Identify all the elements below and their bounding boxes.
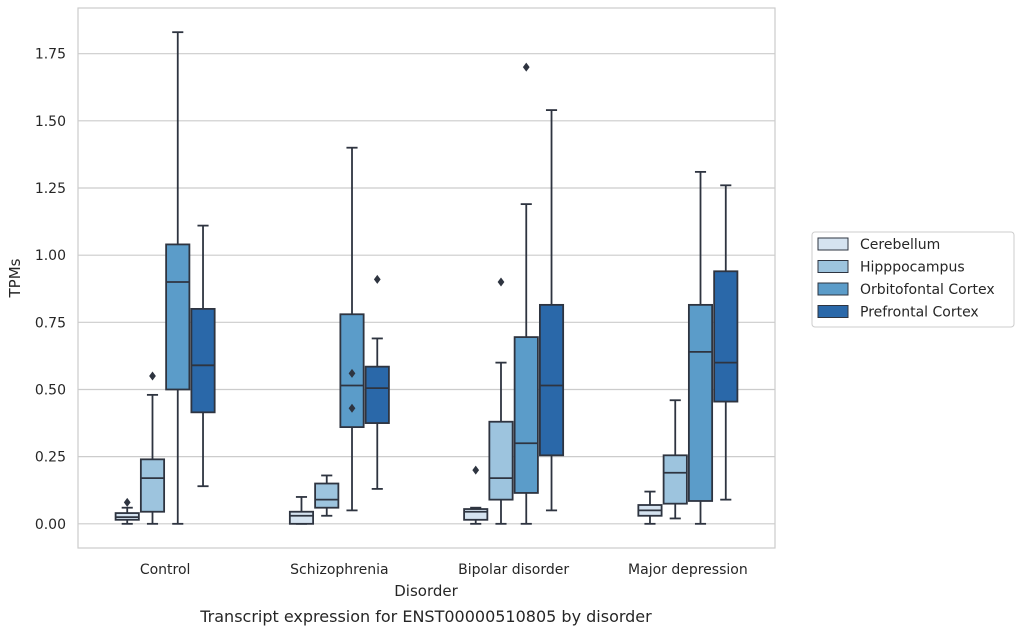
chart-caption: Transcript expression for ENST0000051080… [199,607,652,626]
y-tick-label-7: 1.75 [35,47,66,63]
y-tick-label-0: 0.00 [35,517,66,533]
box-body [687,303,714,502]
outlier-point-0 [522,62,530,72]
outlier-point-1 [348,403,356,413]
y-tick-label-4: 1.00 [35,248,66,264]
box-body [314,482,340,509]
x-tick-labels: Control Schizophrenia Bipolar disorder Majo… [140,562,748,578]
y-axis-label: TPMs [6,258,24,298]
y-tick-label-3: 0.75 [35,315,66,331]
box-1-0 [288,496,315,525]
box-body [364,365,390,424]
x-tick-label-0: Control [140,562,191,578]
box-body [190,307,216,414]
legend-label-2: Orbitofontal Cortex [860,282,995,298]
box-body [463,508,489,521]
box-3-0 [637,490,663,525]
box-0-0 [114,497,140,525]
x-tick-label-3: Major depression [628,562,748,578]
y-tick-label-2: 0.50 [35,382,66,398]
boxes-layer [114,31,739,525]
box-2-0 [463,465,489,525]
outlier-point-0 [373,274,381,284]
legend-label-3: Prefrontal Cortex [860,305,979,321]
box-body [165,243,191,391]
legend-items: Cerebellum Hipppocampus Orbitofontal Corte… [817,237,995,321]
x-tick-label-1: Schizophrenia [290,562,388,578]
y-tick-labels: 0.00 0.25 0.50 0.75 1.00 1.25 1.50 1.75 [35,47,66,533]
box-2-2 [513,62,539,525]
box-body [662,454,688,505]
legend-swatch-3 [817,305,849,318]
box-body [513,336,539,494]
box-2-3 [538,109,565,512]
box-body [538,303,565,457]
box-0-1 [139,371,166,525]
box-3-3 [713,184,739,501]
box-0-3 [190,224,216,488]
legend: Cerebellum Hipppocampus Orbitofontal Corte… [811,231,1015,328]
box-body [288,510,315,525]
box-body [713,270,739,403]
box-3-2 [687,170,714,525]
legend-label-1: Hipppocampus [860,260,965,276]
box-2-1 [488,277,514,525]
box-1-2 [339,146,365,512]
y-tick-label-1: 0.25 [35,450,66,466]
legend-label-0: Cerebellum [860,237,940,253]
x-tick-label-2: Bipolar disorder [458,562,569,578]
outlier-point-0 [149,371,156,381]
plot-frame [77,7,776,549]
y-tick-label-5: 1.25 [35,181,66,197]
legend-swatch-2 [817,282,849,296]
legend-frame [811,231,1015,328]
box-1-3 [364,274,390,490]
x-axis-label: Disorder [394,582,458,600]
legend-swatch-1 [817,260,849,273]
outlier-point-0 [123,497,131,507]
outlier-point-0 [497,277,505,287]
box-body [488,420,514,501]
box-0-2 [165,31,191,525]
y-tick-label-6: 1.50 [35,114,66,130]
box-1-1 [314,474,340,517]
outlier-point-0 [472,465,480,475]
legend-swatch-0 [817,237,849,251]
box-3-1 [662,399,688,520]
outlier-point-0 [348,368,356,378]
box-body [139,458,166,513]
